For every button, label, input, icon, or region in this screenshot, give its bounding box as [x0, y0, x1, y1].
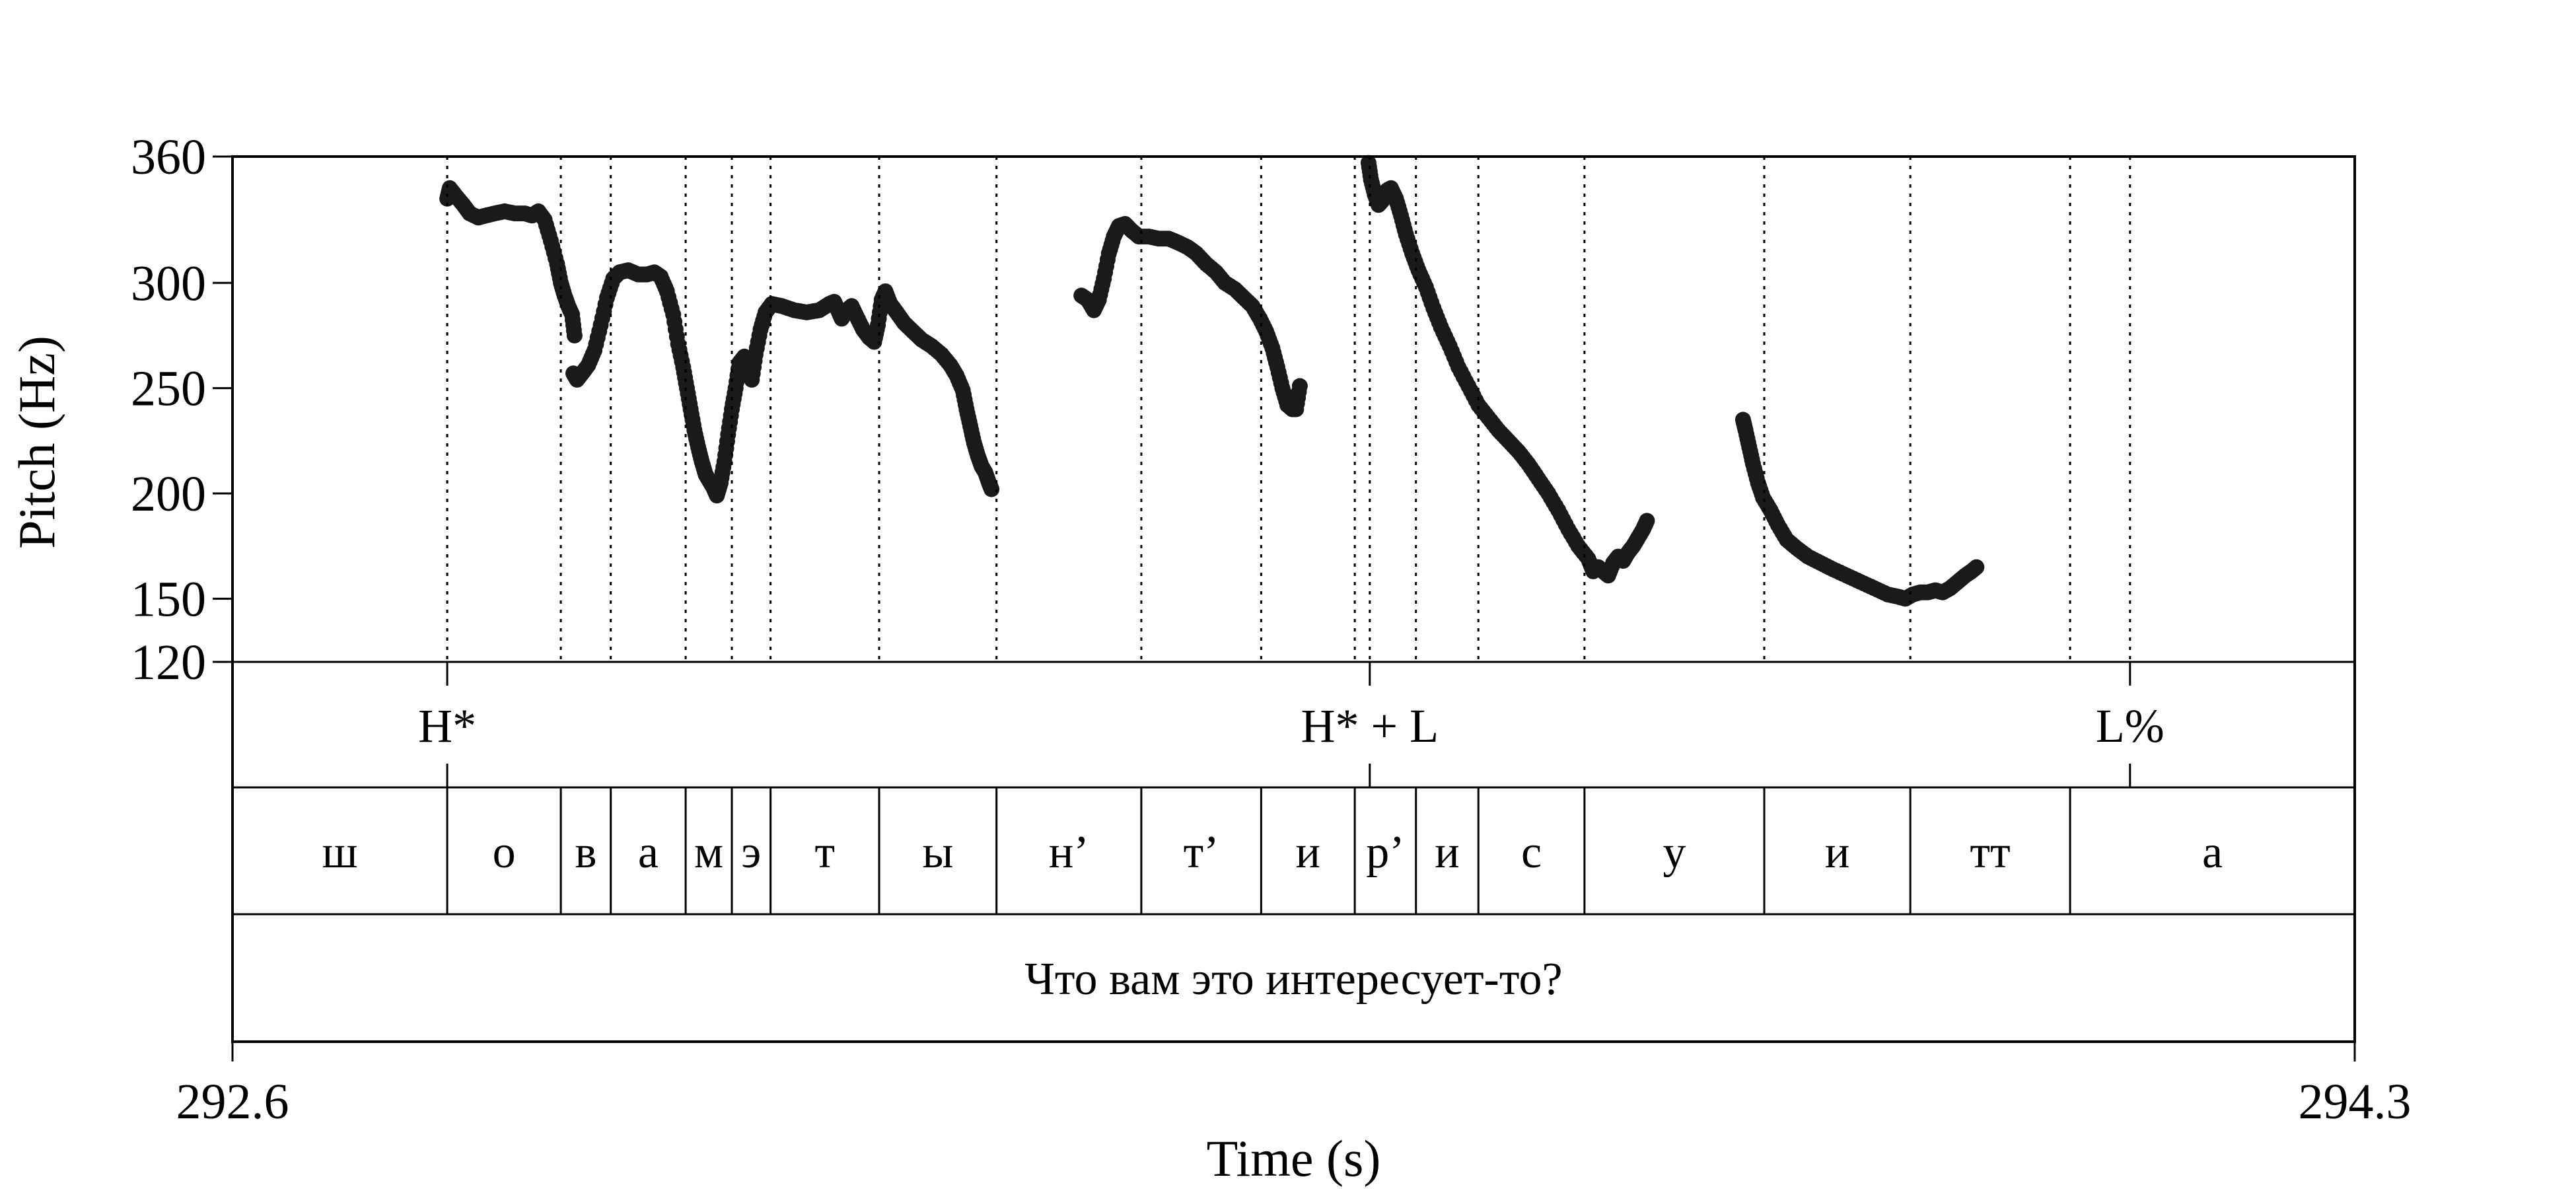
y-tick-label: 150 — [131, 571, 206, 627]
pitch-point — [1639, 513, 1655, 529]
y-tick-label: 360 — [131, 129, 206, 185]
segment-label: о — [493, 827, 516, 878]
pitch-contour — [439, 155, 1985, 607]
segment-label: н’ — [1049, 827, 1089, 878]
segment-label: и — [1435, 827, 1459, 878]
y-axis-label: Pitch (Hz) — [8, 336, 65, 549]
axes: 360 300 250 200 150 120 292.6 294.3 Time (s) Pitc… — [8, 129, 2412, 1187]
segment-boundaries — [446, 157, 2131, 914]
pitch-point — [1968, 559, 1985, 575]
tone-label: L% — [2096, 700, 2165, 752]
x-tick-label: 292.6 — [176, 1074, 289, 1130]
pitch-point — [566, 327, 583, 343]
segment-label: э — [741, 827, 761, 878]
x-tick-label: 294.3 — [2299, 1074, 2412, 1130]
segment-label: и — [1296, 827, 1320, 878]
utterance-text: Что вам это интересует-то? — [1024, 954, 1562, 1005]
x-axis-label: Time (s) — [1207, 1130, 1381, 1187]
segment-label: у — [1663, 827, 1686, 878]
segment-label: р’ — [1366, 827, 1404, 878]
pitch-point — [1291, 378, 1308, 394]
segment-label: в — [575, 827, 596, 878]
pitch-point — [984, 481, 1000, 497]
y-tick-label: 300 — [131, 256, 206, 311]
segment-label: тт — [1970, 827, 2011, 878]
tone-label: H* — [418, 700, 476, 752]
segment-label: а — [2202, 827, 2223, 878]
outer-frame — [231, 155, 2356, 1043]
segment-label: с — [1521, 827, 1542, 878]
segment-label: ш — [322, 827, 358, 878]
segment-label: т’ — [1184, 827, 1219, 878]
segment-label: а — [638, 827, 659, 878]
tone-label: H* + L — [1301, 700, 1439, 752]
y-tick-label: 250 — [131, 361, 206, 417]
segment-label: и — [1825, 827, 1849, 878]
plot-frame — [231, 155, 2356, 1043]
y-tick-label: 120 — [131, 635, 206, 690]
segment-label: ы — [922, 827, 953, 878]
segment-label: м — [694, 827, 723, 878]
segment-label: т — [815, 827, 836, 878]
y-tick-label: 200 — [131, 466, 206, 522]
